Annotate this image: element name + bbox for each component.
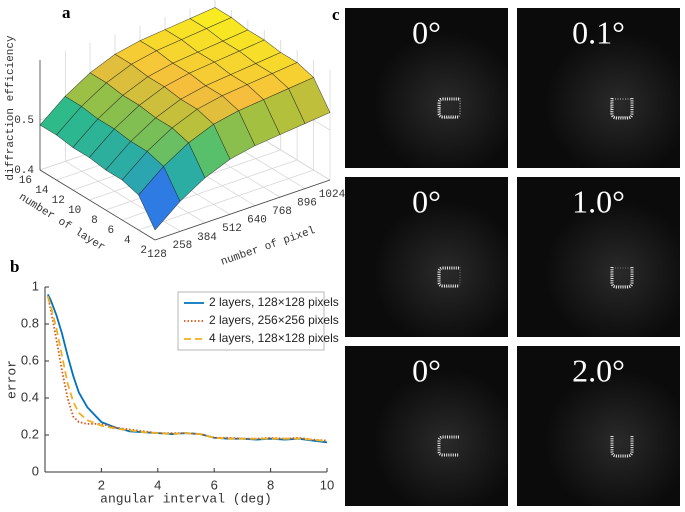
image-tile [345, 346, 508, 506]
series-line [46, 295, 328, 443]
z-tick-label: 0.4 [14, 165, 34, 177]
z-axis-label: diffraction efficiency [5, 35, 17, 181]
panel-label: c [332, 5, 340, 24]
axis-line [154, 179, 331, 241]
y-tick-label: 10 [68, 205, 81, 217]
angle-label: 0° [412, 14, 441, 50]
glyph [437, 266, 459, 288]
glyph [437, 97, 459, 119]
image-tile [517, 177, 680, 337]
x-tick-label: 640 [247, 215, 267, 227]
image-tile [345, 8, 508, 168]
y-tick-label: 0.4 [21, 389, 39, 404]
panel-label: b [10, 257, 19, 276]
x-tick-label: 2 [98, 477, 105, 492]
x-axis-label: angular interval (deg) [100, 491, 272, 506]
x-tick-label: 10 [320, 477, 334, 492]
x-tick-label: 896 [297, 197, 317, 209]
y-tick-label: 6 [108, 225, 115, 237]
image-tile [517, 346, 680, 506]
y-tick-label: 0.2 [21, 426, 39, 441]
y-tick-label: 0.8 [21, 315, 39, 330]
axis-line [39, 169, 156, 241]
ghost-glyph [439, 98, 461, 119]
panel-label: a [62, 3, 71, 22]
surface-patch [138, 165, 181, 231]
x-tick-label: 384 [197, 232, 217, 244]
x-tick-label: 1024 [319, 189, 346, 201]
x-tick-label: 512 [222, 223, 242, 235]
y-axis-label: error [4, 360, 19, 399]
angle-label: 2.0° [572, 352, 625, 388]
angle-label: 0° [412, 352, 441, 388]
legend-label: 2 layers, 128×128 pixels [209, 295, 339, 309]
image-tile [517, 8, 680, 168]
x-tick-label: 6 [211, 477, 218, 492]
y-tick-label: 4 [124, 235, 131, 247]
glyph [437, 435, 459, 457]
image-tile [345, 177, 508, 337]
y-tick-label: 14 [35, 185, 49, 197]
z-tick-label: 0.5 [14, 115, 34, 127]
ghost-glyph [439, 267, 461, 288]
y-tick-label: 8 [91, 215, 98, 227]
legend-label: 4 layers, 128×128 pixels [209, 331, 339, 345]
angle-label: 0.1° [572, 14, 625, 50]
y-tick-label: 2 [140, 245, 147, 257]
y-tick-label: 16 [19, 175, 32, 187]
y-tick-label: 0.6 [21, 352, 39, 367]
y-tick-label: 12 [52, 195, 65, 207]
x-tick-label: 128 [147, 249, 167, 261]
grid-line [138, 169, 314, 231]
legend-label: 2 layers, 256×256 pixels [209, 313, 339, 327]
y-tick-label: 1 [32, 278, 39, 293]
y-tick-label: 0 [32, 463, 39, 478]
x-tick-label: 768 [272, 206, 292, 218]
x-tick-label: 8 [267, 477, 274, 492]
x-tick-label: 258 [172, 240, 192, 252]
x-tick-label: 4 [154, 477, 161, 492]
angle-label: 0° [412, 183, 441, 219]
angle-label: 1.0° [572, 183, 625, 219]
